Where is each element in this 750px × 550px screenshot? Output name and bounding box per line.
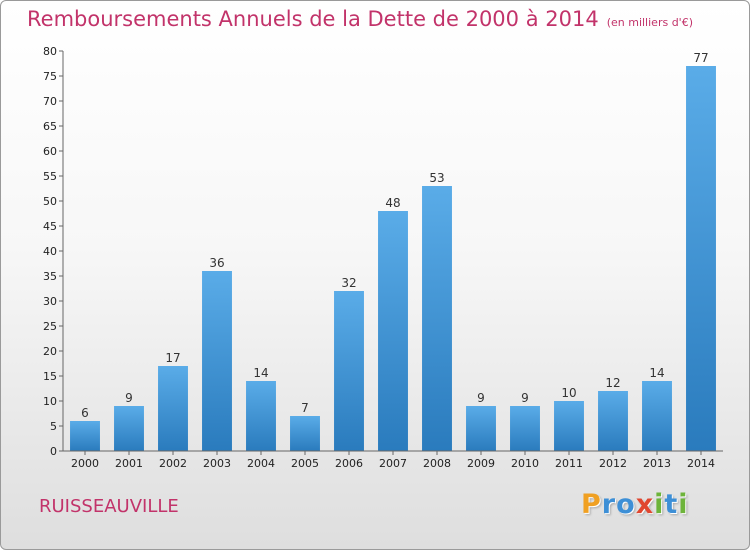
bar-2005 xyxy=(290,416,320,451)
x-tick-label-2009: 2009 xyxy=(467,457,495,470)
bar-2013 xyxy=(642,381,672,451)
y-tick-label: 25 xyxy=(43,320,57,333)
x-tick-label-2003: 2003 xyxy=(203,457,231,470)
y-tick-label: 30 xyxy=(43,295,57,308)
x-tick-label-2006: 2006 xyxy=(335,457,363,470)
bar-2014 xyxy=(686,66,716,451)
bar-2012 xyxy=(598,391,628,451)
logo-letter: r xyxy=(601,489,617,520)
y-tick-label: 40 xyxy=(43,245,57,258)
value-label-2009: 9 xyxy=(477,391,485,405)
value-label-2005: 7 xyxy=(301,401,309,415)
x-tick-label-2008: 2008 xyxy=(423,457,451,470)
value-label-2008: 53 xyxy=(429,171,444,185)
logo-letter: i xyxy=(654,489,665,520)
x-tick-label-2002: 2002 xyxy=(159,457,187,470)
y-tick-label: 5 xyxy=(50,420,57,433)
y-tick-label: 70 xyxy=(43,95,57,108)
title-line: Remboursements Annuels de la Dette de 20… xyxy=(27,7,693,31)
y-tick-label: 20 xyxy=(43,345,57,358)
bar-2001 xyxy=(114,406,144,451)
value-label-2014: 77 xyxy=(693,51,708,65)
x-tick-label-2011: 2011 xyxy=(555,457,583,470)
value-label-2000: 6 xyxy=(81,406,89,420)
value-label-2001: 9 xyxy=(125,391,133,405)
bar-2010 xyxy=(510,406,540,451)
logo-letter: o xyxy=(616,489,636,520)
bar-2007 xyxy=(378,211,408,451)
value-label-2006: 32 xyxy=(341,276,356,290)
y-tick-label: 65 xyxy=(43,120,57,133)
value-label-2002: 17 xyxy=(165,351,180,365)
logo-letter: i xyxy=(678,489,689,520)
x-axis: 2000 2001 2002 2003 2004 2005 2006 2007 2008 2009… xyxy=(63,450,723,470)
bar-2000 xyxy=(70,421,100,451)
bar-2002 xyxy=(158,366,188,451)
bar-2008 xyxy=(422,186,452,451)
y-tick-label: 15 xyxy=(43,370,57,383)
x-tick-label-2001: 2001 xyxy=(115,457,143,470)
bar-2006 xyxy=(334,291,364,451)
y-tick-label: 45 xyxy=(43,220,57,233)
x-tick-label-2004: 2004 xyxy=(247,457,275,470)
bars: 6 9 17 36 14 7 32 48 53 9 9 10 12 14 77 xyxy=(70,51,716,451)
logo-letter: t xyxy=(664,489,679,520)
x-tick-label-2013: 2013 xyxy=(643,457,671,470)
x-tick-label-2012: 2012 xyxy=(599,457,627,470)
y-tick-label: 35 xyxy=(43,270,57,283)
value-label-2013: 14 xyxy=(649,366,664,380)
x-tick-label-2010: 2010 xyxy=(511,457,539,470)
y-tick-label: 60 xyxy=(43,145,57,158)
bar-2011 xyxy=(554,401,584,451)
logo-letter: P xyxy=(581,489,602,520)
y-tick-label: 55 xyxy=(43,170,57,183)
x-tick-label-2014: 2014 xyxy=(687,457,715,470)
y-tick-label: 50 xyxy=(43,195,57,208)
value-label-2012: 12 xyxy=(605,376,620,390)
y-tick-label: 75 xyxy=(43,70,57,83)
chart-subtitle: (en milliers d'€) xyxy=(606,16,693,29)
y-tick-label: 0 xyxy=(50,445,57,458)
value-label-2003: 36 xyxy=(209,256,224,270)
x-tick-label-2000: 2000 xyxy=(71,457,99,470)
x-tick-label-2005: 2005 xyxy=(291,457,319,470)
value-label-2011: 10 xyxy=(561,386,576,400)
proxiti-logo: Proxiti xyxy=(581,489,689,520)
value-label-2004: 14 xyxy=(253,366,268,380)
x-tick-label-2007: 2007 xyxy=(379,457,407,470)
logo-letter: x xyxy=(635,489,655,520)
bar-2009 xyxy=(466,406,496,451)
value-label-2010: 9 xyxy=(521,391,529,405)
bar-2004 xyxy=(246,381,276,451)
value-label-2007: 48 xyxy=(385,196,400,210)
chart-title: Remboursements Annuels de la Dette de 20… xyxy=(27,7,599,31)
y-tick-label: 80 xyxy=(43,45,57,58)
bar-2003 xyxy=(202,271,232,451)
y-axis: 0 5 10 15 20 25 30 35 40 45 50 55 60 65 70 75 80 xyxy=(43,45,64,458)
town-name: RUISSEAUVILLE xyxy=(39,496,179,517)
y-tick-label: 10 xyxy=(43,395,57,408)
